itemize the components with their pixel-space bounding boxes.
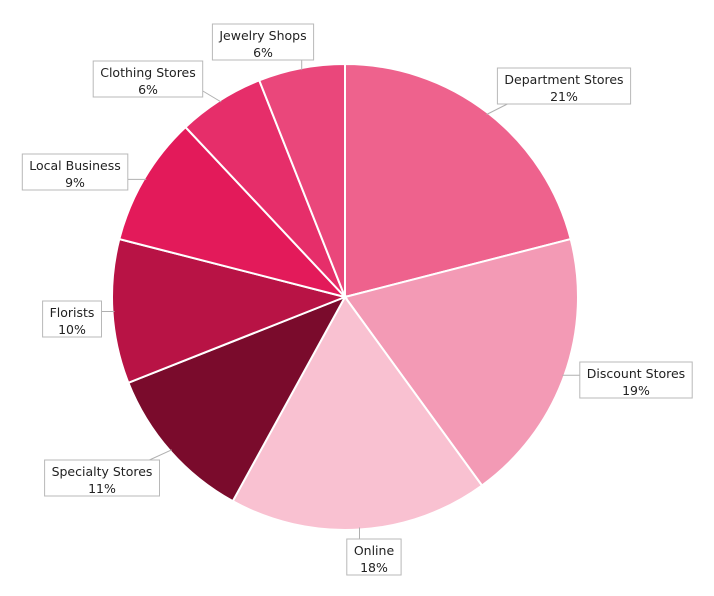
slice-label-name: Jewelry Shops (218, 28, 306, 43)
slice-label-value: 6% (253, 45, 273, 60)
pie-slice-discount-stores[interactable] (343, 237, 579, 487)
pie-slice-local-business[interactable] (118, 125, 349, 299)
slice-label-name: Online (354, 543, 395, 558)
pie-slices (111, 62, 579, 531)
slice-label-online: Online 18% (354, 543, 395, 575)
leader-line-specialty-stores (149, 449, 172, 461)
slice-label-name: Discount Stores (587, 366, 685, 381)
leader-line-department-stores (486, 103, 508, 115)
slice-label-box-online (346, 538, 402, 576)
slice-label-box-department-stores (496, 67, 632, 105)
slice-label-discount-stores: Discount Stores 19% (587, 366, 685, 398)
slice-label-clothing-stores: Clothing Stores 6% (100, 65, 196, 97)
slice-label-box-clothing-stores (92, 60, 204, 98)
slice-label-value: 6% (138, 82, 158, 97)
slice-label-name: Clothing Stores (100, 65, 196, 80)
slice-label-box-florists (42, 300, 102, 338)
slice-label-box-jewelry-shops (211, 23, 315, 61)
slice-label-box-specialty-stores (44, 459, 160, 497)
slice-label-name: Local Business (29, 158, 121, 173)
leader-line-clothing-stores (202, 90, 222, 103)
slice-label-specialty-stores: Specialty Stores 11% (52, 464, 153, 496)
slice-label-value: 10% (58, 322, 86, 337)
slice-label-name: Department Stores (504, 72, 623, 87)
slice-label-box-local-business (21, 153, 129, 191)
slice-label-department-stores: Department Stores 21% (504, 72, 623, 104)
leader-lines (101, 60, 580, 539)
slice-label-value: 21% (550, 89, 578, 104)
pie-slice-department-stores[interactable] (344, 62, 572, 299)
slice-label-box-discount-stores (579, 361, 693, 399)
pie-slice-specialty-stores[interactable] (127, 295, 348, 503)
slice-label-value: 18% (360, 560, 388, 575)
slice-label-local-business: Local Business 9% (29, 158, 121, 190)
slice-label-name: Specialty Stores (52, 464, 153, 479)
slice-label-jewelry-shops: Jewelry Shops 6% (218, 28, 306, 60)
slice-label-value: 11% (88, 481, 116, 496)
slice-labels: Department Stores 21% Discount Stores 19% On… (21, 23, 693, 576)
slice-label-value: 19% (622, 383, 650, 398)
slice-label-value: 9% (65, 175, 85, 190)
slice-label-florists: Florists 10% (50, 305, 95, 337)
slice-label-name: Florists (50, 305, 95, 320)
